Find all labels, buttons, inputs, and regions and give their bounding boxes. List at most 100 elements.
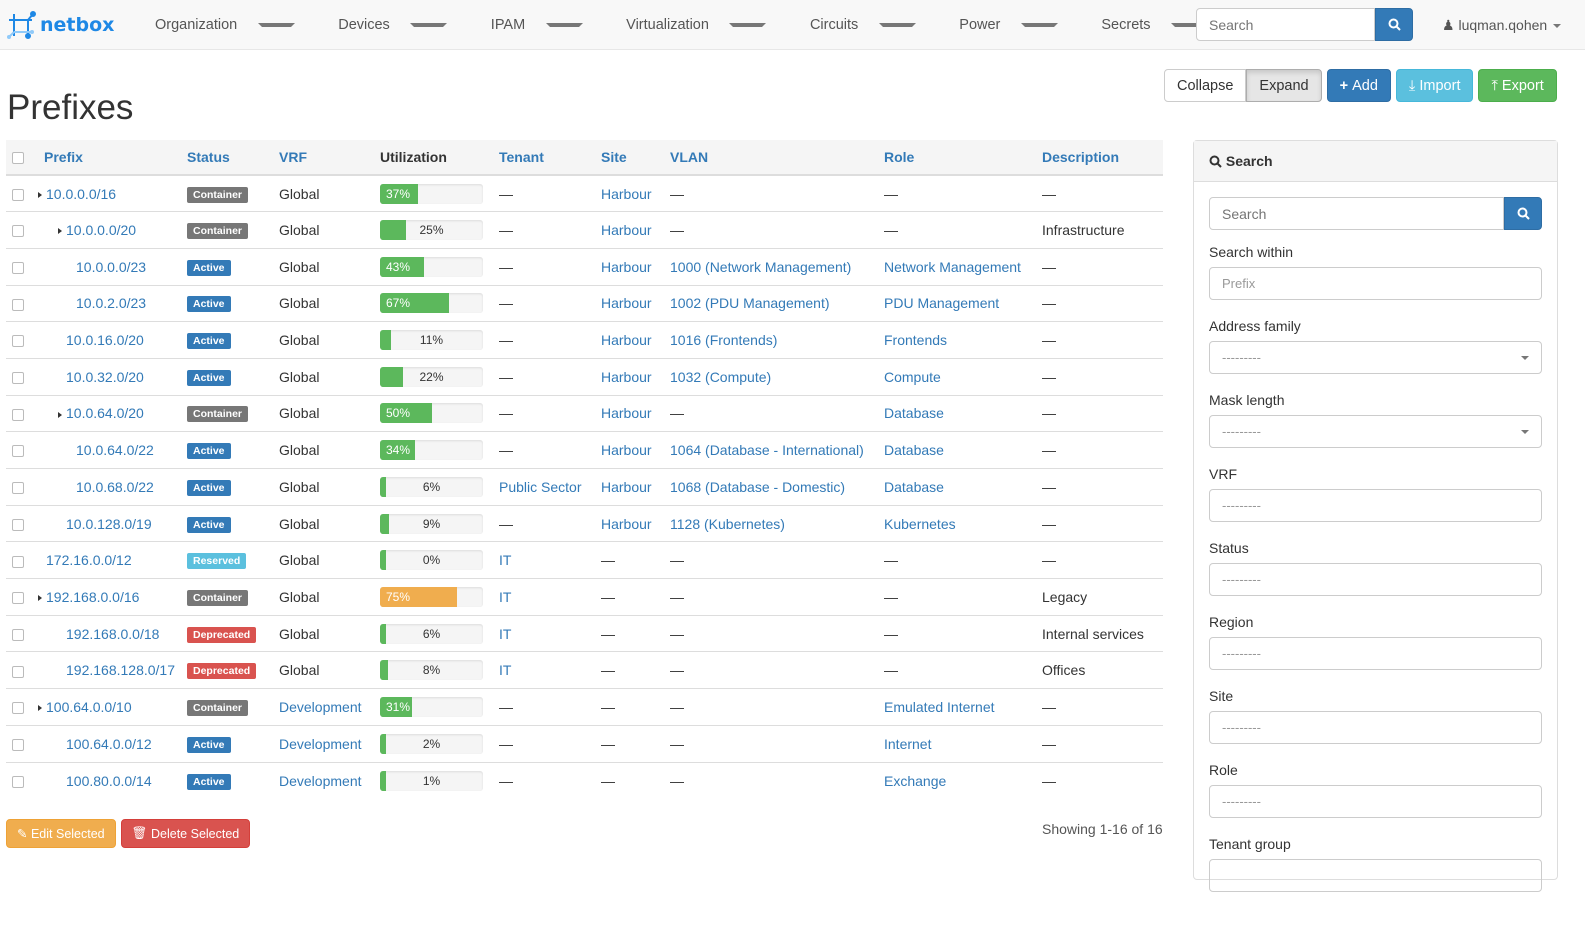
nav-menu-ipam[interactable]: IPAM (462, 17, 597, 33)
prefix-link[interactable]: 192.168.128.0/17 (66, 662, 175, 679)
column-header-role[interactable]: Role (878, 140, 1036, 176)
vlan-value[interactable]: 1016 (Frontends) (670, 332, 778, 349)
row-checkbox[interactable] (12, 555, 24, 568)
role-value[interactable]: PDU Management (884, 295, 1000, 312)
filter-search-within-input[interactable]: Prefix (1209, 267, 1542, 300)
prefix-link[interactable]: 10.0.64.0/22 (76, 442, 154, 459)
row-checkbox[interactable] (12, 738, 24, 751)
vrf-value[interactable]: Development (279, 698, 362, 715)
row-checkbox[interactable] (12, 702, 24, 715)
column-header-description[interactable]: Description (1036, 140, 1163, 176)
export-button[interactable]: ⤒ Export (1478, 69, 1557, 102)
column-header-vrf[interactable]: VRF (273, 140, 374, 176)
prefix-link[interactable]: 100.64.0.0/10 (46, 698, 132, 715)
row-checkbox[interactable] (12, 298, 24, 311)
site-value[interactable]: Harbour (601, 442, 652, 459)
site-value[interactable]: Harbour (601, 405, 652, 422)
role-value[interactable]: Network Management (884, 258, 1021, 275)
role-value[interactable]: Internet (884, 735, 932, 752)
row-checkbox[interactable] (12, 372, 24, 385)
navbar-search-button[interactable] (1375, 8, 1413, 41)
column-header-tenant[interactable]: Tenant (493, 140, 595, 176)
nav-menu-power[interactable]: Power (930, 17, 1072, 33)
row-checkbox[interactable] (12, 445, 24, 458)
navbar-search-input[interactable] (1196, 8, 1375, 41)
filter-region-input[interactable]: --------- (1209, 637, 1542, 670)
nav-menu-circuits[interactable]: Circuits (781, 17, 930, 33)
row-checkbox[interactable] (12, 518, 24, 531)
prefix-link[interactable]: 10.0.64.0/20 (66, 405, 144, 422)
filter-site-input[interactable]: --------- (1209, 711, 1542, 744)
role-value[interactable]: Database (884, 478, 944, 495)
column-header-vlan[interactable]: VLAN (664, 140, 878, 176)
filter-mask-length-input[interactable]: --------- (1209, 415, 1542, 448)
prefix-link[interactable]: 10.0.2.0/23 (76, 295, 147, 312)
column-header-site[interactable]: Site (595, 140, 664, 176)
row-checkbox[interactable] (12, 225, 24, 238)
site-value[interactable]: Harbour (601, 478, 652, 495)
collapse-button[interactable]: Collapse (1164, 69, 1247, 102)
vlan-value[interactable]: 1000 (Network Management) (670, 258, 852, 275)
expand-arrow-icon[interactable] (58, 228, 62, 235)
filter-vrf-input[interactable]: --------- (1209, 489, 1542, 522)
vrf-value[interactable]: Development (279, 772, 362, 789)
role-value[interactable]: Emulated Internet (884, 698, 995, 715)
site-value[interactable]: Harbour (601, 295, 652, 312)
prefix-link[interactable]: 10.0.68.0/22 (76, 478, 154, 495)
expand-arrow-icon[interactable] (58, 411, 62, 418)
prefix-link[interactable]: 172.16.0.0/12 (46, 552, 132, 569)
filter-tenant-group-input[interactable] (1209, 859, 1542, 892)
row-checkbox[interactable] (12, 482, 24, 495)
tenant-value[interactable]: IT (499, 625, 512, 642)
role-value[interactable]: Database (884, 442, 944, 459)
row-checkbox[interactable] (12, 188, 24, 201)
vlan-value[interactable]: 1128 (Kubernetes) (670, 515, 785, 532)
role-value[interactable]: Compute (884, 368, 941, 385)
add-button[interactable]: + Add (1326, 69, 1391, 102)
edit-selected-button[interactable]: ✎ Edit Selected (6, 819, 116, 848)
tenant-value[interactable]: Public Sector (499, 478, 582, 495)
expand-arrow-icon[interactable] (38, 595, 42, 602)
site-value[interactable]: Harbour (601, 185, 652, 202)
site-value[interactable]: Harbour (601, 258, 652, 275)
import-button[interactable]: ⤓ Import (1395, 69, 1474, 102)
prefix-link[interactable]: 10.0.0.0/20 (66, 222, 137, 239)
filter-search-button[interactable] (1504, 197, 1542, 230)
vlan-value[interactable]: 1002 (PDU Management) (670, 295, 830, 312)
role-value[interactable]: Exchange (884, 772, 947, 789)
prefix-link[interactable]: 10.0.0.0/16 (46, 185, 117, 202)
prefix-link[interactable]: 10.0.0.0/23 (76, 258, 147, 275)
role-value[interactable]: Frontends (884, 332, 948, 349)
prefix-link[interactable]: 192.168.0.0/16 (46, 588, 140, 605)
prefix-link[interactable]: 100.80.0.0/14 (66, 772, 152, 789)
row-checkbox[interactable] (12, 628, 24, 641)
expand-button[interactable]: Expand (1246, 69, 1322, 102)
select-all-checkbox[interactable] (12, 152, 24, 165)
filter-status-input[interactable]: --------- (1209, 563, 1542, 596)
column-header-status[interactable]: Status (181, 140, 273, 176)
nav-menu-organization[interactable]: Organization (126, 17, 309, 33)
site-value[interactable]: Harbour (601, 368, 652, 385)
prefix-link[interactable]: 192.168.0.0/18 (66, 625, 160, 642)
user-menu[interactable]: ♟ luqman.qohen (1442, 17, 1562, 34)
prefix-link[interactable]: 10.0.16.0/20 (66, 332, 144, 349)
site-value[interactable]: Harbour (601, 332, 652, 349)
column-header-prefix[interactable]: Prefix (38, 140, 181, 176)
expand-arrow-icon[interactable] (38, 705, 42, 712)
prefix-link[interactable]: 10.0.128.0/19 (66, 515, 152, 532)
vlan-value[interactable]: 1064 (Database - International) (670, 442, 864, 459)
row-checkbox[interactable] (12, 775, 24, 788)
brand-logo[interactable]: netbox (6, 10, 126, 40)
site-value[interactable]: Harbour (601, 222, 652, 239)
filter-search-input[interactable] (1209, 197, 1505, 230)
nav-menu-devices[interactable]: Devices (309, 17, 462, 33)
nav-menu-virtualization[interactable]: Virtualization (597, 17, 781, 33)
row-checkbox[interactable] (12, 592, 24, 605)
filter-role-input[interactable]: --------- (1209, 785, 1542, 818)
row-checkbox[interactable] (12, 408, 24, 421)
filter-address-family-input[interactable]: --------- (1209, 341, 1542, 374)
role-value[interactable]: Database (884, 405, 944, 422)
prefix-link[interactable]: 100.64.0.0/12 (66, 735, 152, 752)
nav-menu-secrets[interactable]: Secrets (1072, 17, 1222, 33)
expand-arrow-icon[interactable] (38, 191, 42, 198)
